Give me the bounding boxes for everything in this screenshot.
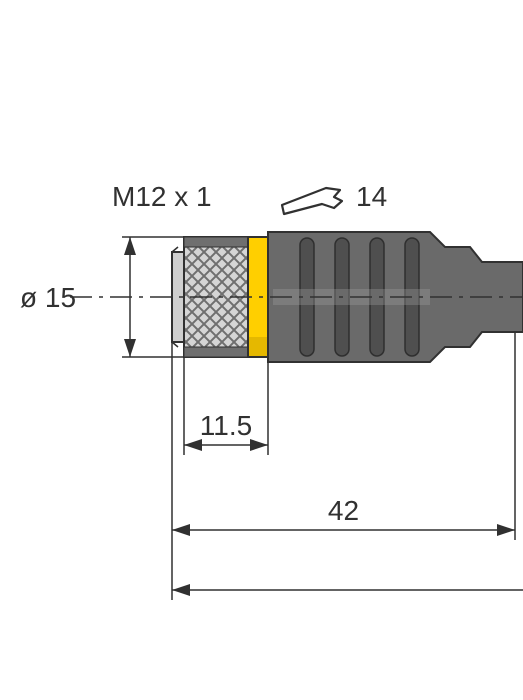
wrench-icon	[282, 188, 342, 214]
diameter-text: ø 15	[20, 282, 76, 313]
thread-spec-text: M12 x 1	[112, 181, 212, 212]
arrow-head	[497, 524, 515, 536]
arrow-head	[250, 439, 268, 451]
dim-42-text: 42	[328, 495, 359, 526]
arrow-head	[172, 524, 190, 536]
wrench-size-text: 14	[356, 181, 387, 212]
arrow-head	[124, 237, 136, 255]
arrow-head	[124, 339, 136, 357]
dim-11p5-text: 11.5	[200, 410, 252, 441]
arrow-head	[172, 584, 190, 596]
